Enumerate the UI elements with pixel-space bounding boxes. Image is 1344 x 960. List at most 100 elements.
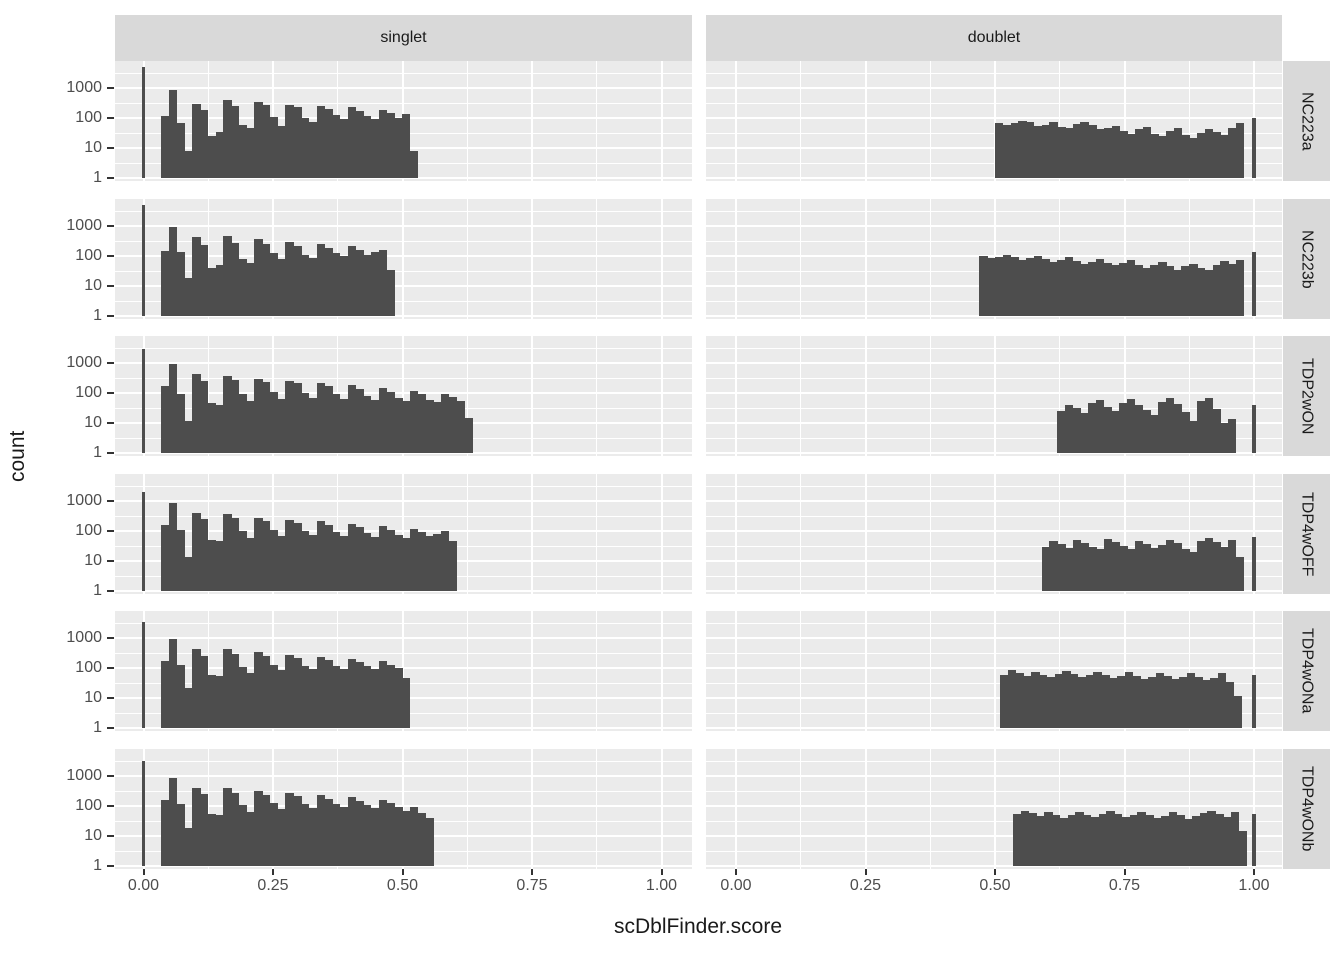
histogram-bar <box>425 399 434 453</box>
histogram-bar <box>1007 670 1017 728</box>
gridline-major-v <box>660 199 663 319</box>
histogram-bar <box>1212 408 1221 453</box>
x-tick-label: 0.75 <box>1108 877 1141 894</box>
gridline-minor-v <box>1059 611 1061 731</box>
histogram-bar <box>339 668 349 728</box>
gridline-minor-h <box>115 791 692 792</box>
gridline-minor-v <box>1188 749 1190 869</box>
gridline-minor-v <box>466 61 468 181</box>
histogram-bar <box>300 393 310 453</box>
histogram-bar <box>347 246 356 316</box>
y-tick-mark <box>107 147 114 149</box>
panel-NC223b-doublet <box>706 199 1282 319</box>
y-tick-mark <box>107 865 114 867</box>
histogram-bar <box>332 531 341 591</box>
histogram-bar <box>440 393 450 453</box>
histogram-bar <box>1072 260 1082 316</box>
gridline-minor-v <box>596 474 598 594</box>
histogram-bar <box>1220 134 1229 178</box>
gridline-major-v <box>401 474 404 594</box>
histogram-bar <box>1023 675 1032 728</box>
histogram-bar <box>262 520 271 591</box>
y-tick-mark <box>107 500 114 502</box>
histogram-bar <box>1220 546 1229 591</box>
histogram-bar <box>293 107 302 178</box>
histogram-bar <box>223 514 232 591</box>
histogram-bar <box>184 828 193 866</box>
y-tick-label: 10 <box>84 552 102 569</box>
histogram-spike-bar <box>141 491 146 591</box>
histogram-bar <box>339 807 349 866</box>
panel-TDP4wONb-doublet <box>706 749 1282 869</box>
histogram-bar <box>1049 541 1058 591</box>
histogram-bar <box>1150 265 1159 316</box>
y-tick-mark <box>107 315 114 317</box>
histogram-bar <box>347 523 356 591</box>
histogram-bar <box>199 245 209 316</box>
histogram-bar <box>199 519 209 591</box>
histogram-bar <box>285 654 294 728</box>
histogram-bar <box>1217 673 1227 728</box>
histogram-bar <box>1018 259 1027 316</box>
histogram-bar <box>1168 812 1177 866</box>
histogram-bar <box>324 108 333 178</box>
histogram-bar <box>269 803 279 866</box>
histogram-bar <box>1010 257 1019 316</box>
histogram-bar <box>1031 671 1040 728</box>
histogram-bar <box>199 793 209 866</box>
facet-strip-row-5-label: TDP4wONa <box>1298 628 1316 714</box>
gridline-major-h <box>115 667 692 669</box>
histogram-spike-bar <box>1252 536 1256 591</box>
gridline-minor-v <box>596 199 598 319</box>
histogram-bar <box>324 798 333 866</box>
histogram-bar <box>417 812 426 866</box>
histogram-bar <box>254 238 263 316</box>
histogram-bar <box>1129 815 1139 866</box>
histogram-bar <box>401 400 411 453</box>
histogram-bar <box>1197 132 1206 178</box>
histogram-bar <box>1142 543 1151 591</box>
histogram-bar <box>1199 812 1208 866</box>
histogram-bar <box>1103 538 1113 591</box>
histogram-bar <box>456 400 465 453</box>
x-tick-mark <box>401 869 404 875</box>
histogram-bar <box>262 105 271 178</box>
histogram-bar <box>378 387 388 453</box>
histogram-bar <box>231 654 240 728</box>
histogram-bar <box>1002 125 1012 178</box>
gridline-major-v <box>864 749 867 869</box>
histogram-bar <box>215 815 224 866</box>
histogram-bar <box>1049 122 1058 178</box>
gridline-major-v <box>994 61 996 181</box>
histogram-bar <box>316 244 325 316</box>
histogram-bar <box>254 102 263 178</box>
histogram-bar <box>207 813 217 866</box>
x-axis-title: scDblFinder.score <box>613 915 783 938</box>
histogram-bar <box>238 805 248 866</box>
histogram-bar <box>168 227 178 316</box>
gridline-minor-v <box>929 611 931 731</box>
histogram-bar <box>176 529 185 591</box>
y-tick-mark <box>107 177 114 179</box>
y-tick-mark <box>107 392 114 394</box>
histogram-bar <box>332 114 341 178</box>
histogram-bar <box>370 669 380 728</box>
y-tick-label: 100 <box>75 109 102 126</box>
y-tick-mark <box>107 637 114 639</box>
histogram-bar <box>1235 123 1245 178</box>
histogram-bar <box>355 111 364 178</box>
gridline-minor-v <box>596 749 598 869</box>
histogram-bar <box>1165 266 1175 316</box>
histogram-bar <box>1181 548 1190 591</box>
gridline-minor-h <box>115 486 692 487</box>
gridline-minor-h <box>115 271 692 272</box>
histogram-bar <box>1121 817 1131 866</box>
histogram-bar <box>1015 672 1025 728</box>
histogram-bar <box>1158 136 1167 178</box>
histogram-bar <box>1044 812 1053 866</box>
x-tick-label: 0.25 <box>849 877 882 894</box>
gridline-major-h <box>115 865 692 867</box>
histogram-bar <box>339 118 349 178</box>
histogram-bar <box>184 278 193 316</box>
histogram-bar <box>215 265 224 316</box>
